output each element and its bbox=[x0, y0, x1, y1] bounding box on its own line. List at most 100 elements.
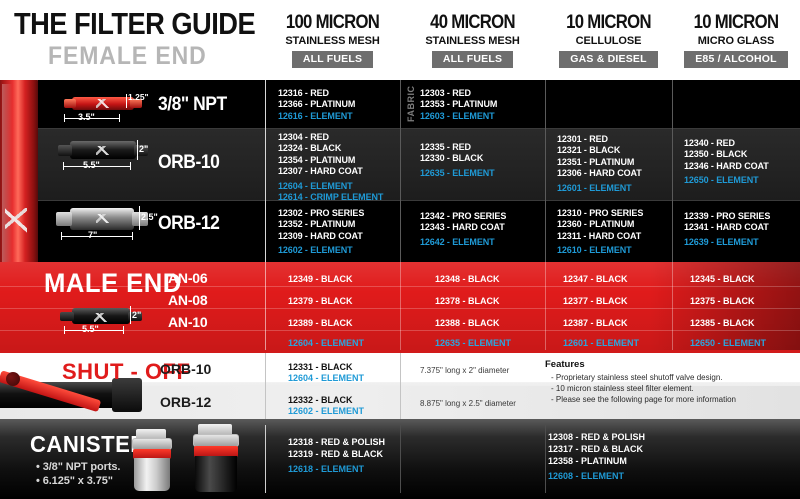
dim-length-tick-left-orb10 bbox=[63, 162, 64, 170]
male-row-divider-2 bbox=[0, 308, 800, 309]
cell-orb10-col4: 12340 - RED 12350 - BLACK 12346 - HARD C… bbox=[684, 138, 769, 187]
dim-diameter-label-orb10: 2" bbox=[139, 144, 149, 154]
part-number-element: 12642 - ELEMENT bbox=[420, 236, 495, 247]
part-number-element: 12610 - ELEMENT bbox=[557, 245, 632, 256]
product-photo-orb10 bbox=[56, 138, 154, 164]
dim-length-line-male bbox=[64, 330, 124, 331]
male-part-col4-row3: 12385 - BLACK bbox=[690, 318, 755, 328]
dim-length-line-npt bbox=[64, 118, 120, 119]
dim-length-tick-left-male bbox=[64, 326, 65, 334]
part-number-element: 12601 - ELEMENT bbox=[557, 182, 632, 193]
male-end-section: 5.5" 2" MALE END AN-06 AN-08 AN-10 12349… bbox=[0, 262, 800, 350]
part-number: 12346 - HARD COAT bbox=[684, 160, 769, 171]
row-label-an10: AN-10 bbox=[168, 314, 208, 330]
male-part-col3-row3: 12387 - BLACK bbox=[563, 318, 628, 328]
features-box: Features - Proprietary stainless steel s… bbox=[545, 359, 795, 405]
column-divider-4 bbox=[672, 80, 673, 262]
part-number: 12306 - HARD COAT bbox=[557, 168, 642, 179]
dim-diameter-label-male: 2" bbox=[132, 310, 142, 320]
shut-off-row-label-orb10: ORB-10 bbox=[160, 361, 212, 377]
male-part-col1-row1: 12349 - BLACK bbox=[288, 274, 353, 284]
part-number: 12330 - BLACK bbox=[420, 153, 484, 164]
part-number: 12354 - PLATINUM bbox=[278, 154, 356, 165]
canister-element-col1: 12618 - ELEMENT bbox=[288, 464, 365, 474]
filter-end-right bbox=[132, 212, 148, 226]
part-number: 12301 - RED bbox=[557, 134, 608, 144]
part-number-crimp-element: 12614 - CRIMP ELEMENT bbox=[278, 192, 384, 203]
canister-cup bbox=[195, 456, 237, 492]
canister-title: CANISTER bbox=[30, 431, 147, 457]
column-header-3: 10 MICRON CELLULOSE GAS & DIESEL bbox=[545, 12, 672, 68]
dim-length-label-orb12: 7" bbox=[88, 230, 98, 240]
cell-orb12-col4: 12339 - PRO SERIES 12341 - HARD COAT 126… bbox=[684, 211, 770, 248]
male-end-right-shading bbox=[650, 262, 800, 350]
male-element-col3: 12601 - ELEMENT bbox=[563, 338, 640, 348]
part-number-element: 12650 - ELEMENT bbox=[684, 175, 759, 186]
feature-item: - Please see the following page for more… bbox=[551, 395, 736, 404]
part-number: 12339 - PRO SERIES bbox=[684, 211, 771, 221]
canister-element-col3: 12608 - ELEMENT bbox=[548, 471, 625, 481]
aeromotive-emblem-icon bbox=[96, 214, 110, 223]
male-part-col3-row2: 12377 - BLACK bbox=[563, 296, 628, 306]
filter-end-right bbox=[134, 145, 148, 156]
aeromotive-emblem-icon bbox=[96, 99, 110, 108]
dim-diameter-line-npt bbox=[126, 94, 127, 108]
canister-cup bbox=[134, 458, 170, 491]
dim-diameter-line-male bbox=[130, 306, 131, 324]
male-column-divider-1 bbox=[265, 262, 266, 350]
female-end-table: 3.5" 1.25" 3/8" NPT 12316 - RED 12366 - … bbox=[38, 80, 800, 262]
canister-part-col3-3: 12358 - PLATINUM bbox=[548, 456, 627, 466]
part-number: 12324 - BLACK bbox=[278, 143, 342, 154]
male-end-shading bbox=[0, 262, 800, 350]
column-header-4: 10 MICRON MICRO GLASS E85 / ALCOHOL bbox=[672, 12, 800, 68]
male-row-divider-3 bbox=[0, 330, 800, 331]
filter-end-left bbox=[56, 212, 72, 226]
dim-length-line-orb10 bbox=[63, 166, 131, 167]
column-4-micron: 10 MICRON bbox=[693, 12, 779, 33]
shut-off-part-orb10: 12331 - BLACK bbox=[288, 362, 353, 372]
canister-section: CANISTER • 3/8" NPT ports. • 6.125" x 3.… bbox=[0, 419, 800, 499]
dim-length-label-npt: 3.5" bbox=[78, 112, 95, 122]
shut-off-title: SHUT - OFF bbox=[62, 359, 191, 384]
canister-photo-black bbox=[188, 424, 244, 492]
part-number: 12350 - BLACK bbox=[684, 149, 748, 160]
row-band-orb12 bbox=[38, 200, 800, 262]
part-number: 12304 - RED bbox=[278, 132, 329, 142]
dim-diameter-line-orb10 bbox=[137, 140, 138, 160]
dim-length-tick-right-orb12 bbox=[132, 232, 133, 240]
dim-length-tick-left-orb12 bbox=[61, 232, 62, 240]
page-header: THE FILTER GUIDE FEMALE END 100 MICRON S… bbox=[0, 0, 800, 80]
cell-orb10-col2: 12335 - RED 12330 - BLACK 12635 - ELEMEN… bbox=[420, 142, 495, 179]
dim-length-label-orb10: 5.5" bbox=[83, 160, 100, 170]
male-end-title: MALE END bbox=[44, 268, 182, 298]
dim-diameter-label-orb12: 2.5" bbox=[141, 212, 158, 222]
male-column-divider-4 bbox=[672, 262, 673, 350]
canister-red-ring bbox=[133, 449, 171, 459]
shut-off-top-rule bbox=[0, 350, 800, 353]
shut-off-column-divider-1 bbox=[265, 353, 266, 419]
male-row-divider-1 bbox=[0, 286, 800, 287]
cell-orb10-col3: 12301 - RED 12321 - BLACK 12351 - PLATIN… bbox=[557, 134, 642, 194]
canister-photo-polish bbox=[128, 429, 178, 491]
shut-off-element-orb12: 12602 - ELEMENT bbox=[288, 406, 365, 416]
male-column-divider-3 bbox=[545, 262, 546, 350]
row-band-orb10 bbox=[38, 128, 800, 200]
cell-npt-col1: 12316 - RED 12366 - PLATINUM 12616 - ELE… bbox=[278, 88, 355, 122]
column-3-micron: 10 MICRON bbox=[566, 12, 651, 33]
dim-length-tick-right-male bbox=[123, 326, 124, 334]
male-part-col2-row2: 12378 - BLACK bbox=[435, 296, 500, 306]
part-number: 12307 - HARD COAT bbox=[278, 166, 363, 177]
dim-length-tick-right-npt bbox=[119, 114, 120, 122]
part-number: 12353 - PLATINUM bbox=[420, 99, 498, 110]
column-3-material: CELLULOSE bbox=[575, 35, 642, 47]
male-element-col2: 12635 - ELEMENT bbox=[435, 338, 512, 348]
canister-part-col3-1: 12308 - RED & POLISH bbox=[548, 432, 646, 442]
part-number-element: 12616 - ELEMENT bbox=[278, 110, 353, 121]
part-number: 12340 - RED bbox=[684, 138, 735, 148]
male-column-divider-2 bbox=[400, 262, 401, 350]
canister-part-col1-1: 12318 - RED & POLISH bbox=[288, 437, 386, 447]
shut-off-element-orb10: 12604 - ELEMENT bbox=[288, 373, 365, 383]
bottom-rule bbox=[0, 497, 800, 499]
fabric-vertical-label: FABRIC bbox=[406, 85, 416, 123]
